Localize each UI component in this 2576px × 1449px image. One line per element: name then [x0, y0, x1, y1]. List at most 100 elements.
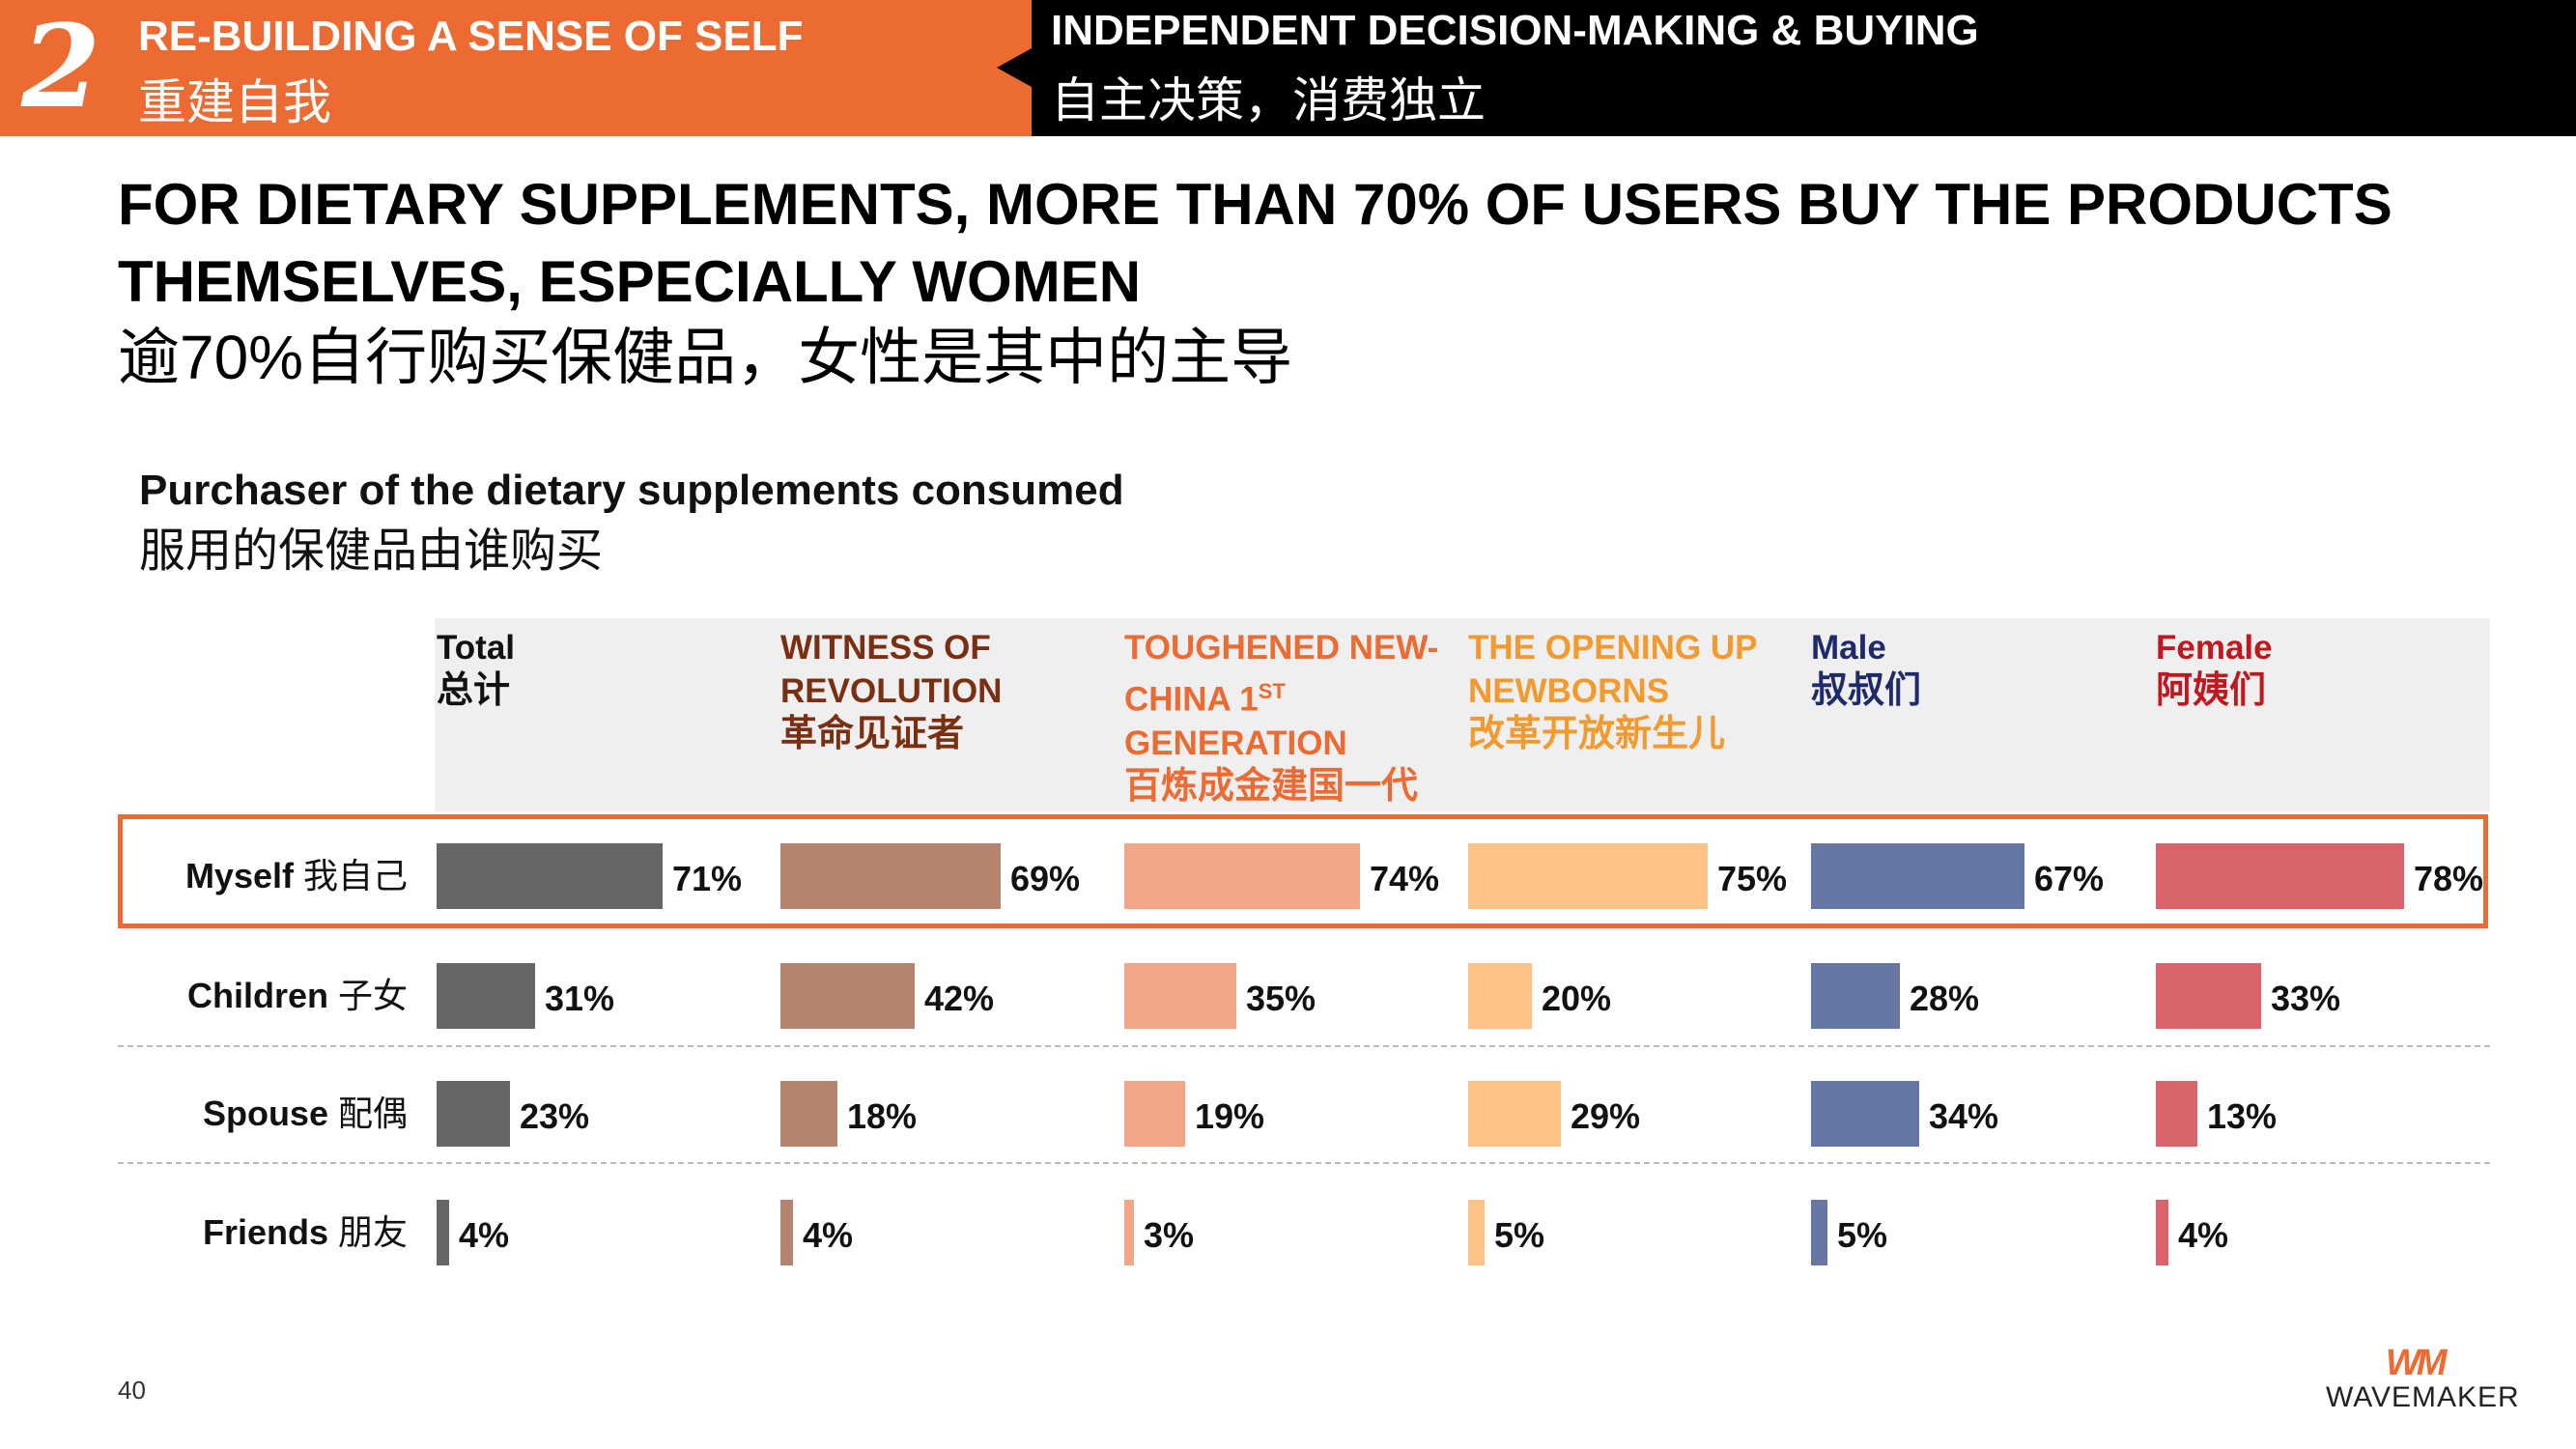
row-divider [118, 1162, 2490, 1164]
subsection-title-zh: 自主决策，消费独立 [1051, 73, 1486, 128]
row-divider [118, 1045, 2490, 1047]
data-label: 4% [459, 1215, 510, 1255]
bar [437, 843, 663, 909]
column-header-female: Female 阿姨们 [2156, 626, 2273, 713]
row-label-zh: 我自己 [293, 856, 408, 895]
row-label-zh: 配偶 [327, 1094, 408, 1133]
headline-line-2: THEMSELVES, ESPECIALLY WOMEN [118, 249, 1142, 314]
data-label: 20% [1542, 979, 1612, 1018]
data-label: 4% [803, 1215, 854, 1255]
row-label-en: Myself [184, 856, 294, 895]
column-header-line: Male [1811, 629, 1886, 667]
header-arrow-icon [997, 48, 1032, 87]
chart-title: Purchaser of the dietary supplements con… [139, 467, 1124, 514]
row-label-en: Friends [202, 1212, 328, 1252]
bar [2156, 1200, 2168, 1265]
bar [437, 963, 535, 1029]
data-label: 29% [1571, 1096, 1641, 1136]
data-label: 19% [1195, 1096, 1265, 1136]
bar [1124, 843, 1360, 909]
page-headline: FOR DIETARY SUPPLEMENTS, MORE THAN 70% O… [118, 166, 2392, 321]
data-label: 67% [2034, 859, 2105, 898]
row-label-en: Children [186, 976, 328, 1015]
data-label: 71% [672, 859, 743, 898]
column-header-line: GENERATION [1124, 724, 1347, 762]
column-header-toughened-new-china-1st-generation: TOUGHENED NEW- CHINA 1ST GENERATION 百炼成金建国一… [1124, 626, 1438, 809]
bar [1124, 963, 1236, 1029]
column-header-zh: 革命见证者 [780, 714, 965, 754]
column-header-superscript: ST [1258, 679, 1286, 703]
column-header-zh: 百炼成金建国一代 [1124, 765, 1419, 807]
section-title-en: RE-BUILDING A SENSE OF SELF [138, 13, 804, 60]
logo-text: WAVEMAKER [2326, 1381, 2520, 1413]
data-label: 18% [847, 1096, 918, 1136]
bar [1811, 963, 1900, 1029]
row-label-spouse: Spouse 配偶 [0, 1094, 408, 1133]
bar [1468, 843, 1708, 909]
section-number: 2 [21, 0, 101, 133]
chart-title-zh: 服用的保健品由谁购买 [139, 526, 604, 577]
headline-line-1: FOR DIETARY SUPPLEMENTS, MORE THAN 70% O… [118, 172, 2392, 237]
column-header-zh: 改革开放新生儿 [1468, 714, 1726, 754]
data-label: 35% [1246, 979, 1316, 1018]
bar [437, 1081, 510, 1147]
column-header-witness-of-revolution: WITNESS OF REVOLUTION 革命见证者 [780, 626, 1002, 756]
bar [1811, 1200, 1827, 1265]
bar [1124, 1081, 1185, 1147]
column-header-line: WITNESS OF [780, 629, 991, 667]
data-label: 13% [2207, 1096, 2278, 1136]
column-header-band [435, 618, 2490, 811]
bar [1468, 1081, 1561, 1147]
bar [1468, 1200, 1485, 1265]
column-header-zh: 总计 [437, 670, 511, 711]
row-label-children: Children 子女 [0, 977, 408, 1015]
data-label: 31% [545, 979, 615, 1018]
bar [2156, 843, 2404, 909]
wavemaker-logo: WM WAVEMAKER [2326, 1343, 2519, 1420]
data-label: 75% [1717, 859, 1788, 898]
column-header-line: REVOLUTION [780, 672, 1003, 710]
data-label: 4% [2178, 1215, 2229, 1255]
data-label: 3% [1144, 1215, 1195, 1255]
column-header-zh: 叔叔们 [1811, 670, 1922, 711]
bar [780, 1081, 837, 1147]
row-label-myself: Myself 我自己 [0, 857, 408, 895]
column-header-line: NEWBORNS [1468, 672, 1670, 710]
page-number: 40 [118, 1376, 146, 1405]
bar [780, 963, 915, 1029]
subsection-title-en: INDEPENDENT DECISION-MAKING & BUYING [1051, 7, 1979, 54]
column-header-line: CHINA 1ST [1124, 679, 1286, 719]
bar [780, 1200, 793, 1265]
section-title-zh: 重建自我 [138, 75, 331, 129]
bar [1811, 1081, 1919, 1147]
data-label: 74% [1370, 859, 1440, 898]
column-header-line: Female [2156, 629, 2273, 667]
column-header-the-opening-up-newborns: THE OPENING UP NEWBORNS 改革开放新生儿 [1468, 626, 1757, 756]
bar [1811, 843, 2024, 909]
data-label: 69% [1010, 859, 1081, 898]
bar [1124, 1200, 1134, 1265]
column-header-total: Total 总计 [437, 626, 515, 713]
data-label: 5% [1837, 1215, 1888, 1255]
section-header-left [0, 0, 1032, 136]
data-label: 33% [2271, 979, 2341, 1018]
row-label-en: Spouse [202, 1094, 328, 1133]
bar [437, 1200, 449, 1265]
bar [1468, 963, 1532, 1029]
column-header-zh: 阿姨们 [2156, 670, 2267, 711]
column-header-line: TOUGHENED NEW- [1124, 629, 1439, 667]
row-label-zh: 子女 [327, 976, 408, 1015]
data-label: 42% [924, 979, 995, 1018]
myself-row-highlight [118, 814, 2488, 928]
data-label: 23% [520, 1096, 590, 1136]
row-label-zh: 朋友 [327, 1212, 408, 1252]
bar [2156, 963, 2261, 1029]
data-label: 5% [1494, 1215, 1545, 1255]
column-header-line: Total [437, 629, 516, 667]
bar [2156, 1081, 2197, 1147]
headline-zh: 逾70%自行购买保健品，女性是其中的主导 [118, 323, 1293, 392]
column-header-line: THE OPENING UP [1468, 629, 1758, 667]
column-header-male: Male 叔叔们 [1811, 626, 1921, 713]
data-label: 28% [1910, 979, 1980, 1018]
row-label-friends: Friends 朋友 [0, 1213, 408, 1252]
